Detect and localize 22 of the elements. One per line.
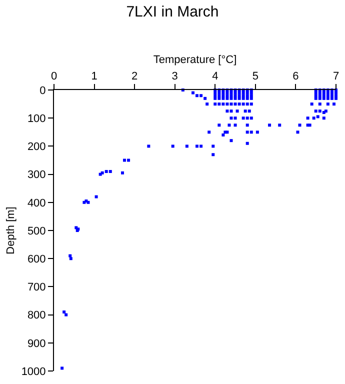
x-tick-label: 3 [172,70,178,83]
y-tick-label: 900 [27,338,46,350]
y-tick-label: 400 [27,197,46,210]
x-tick-label: 1 [91,70,98,83]
y-axis-title: Depth [m] [4,206,17,254]
y-tick-label: 1000 [21,366,46,378]
x-tick-label: 5 [252,70,258,83]
x-tick-label: 7 [332,70,340,83]
x-tick-label: 0 [50,70,58,83]
chart-title: 7LXI in March [126,3,219,20]
x-axis-title: Temperature [°C] [153,54,237,66]
x-tick-label: 4 [212,70,218,83]
y-tick-label: 300 [27,169,46,182]
y-tick-label: 200 [27,141,46,154]
y-tick-label: 0 [40,84,46,97]
x-tick-label: 6 [292,70,299,83]
y-tick-label: 600 [27,253,46,266]
x-tick-label: 2 [132,70,138,83]
y-tick-label: 700 [27,282,46,294]
y-tick-label: 800 [27,310,46,322]
y-tick-label: 100 [27,112,46,125]
y-tick-label: 500 [27,225,46,238]
